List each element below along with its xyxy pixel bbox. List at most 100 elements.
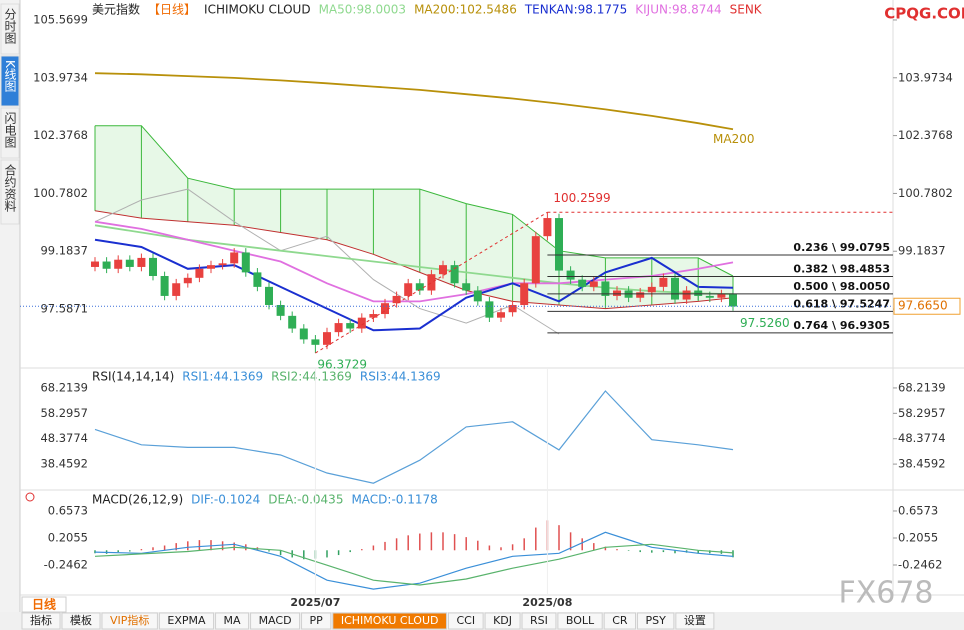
toolbar-button[interactable]	[447, 612, 484, 630]
candle-body	[149, 257, 157, 277]
y-tick-label-right: 99.1837	[898, 244, 946, 258]
sidebar-tab[interactable]	[0, 3, 20, 55]
legend-item: 【日线】	[148, 3, 196, 17]
toolbar-button-label[interactable]: RSI	[530, 614, 548, 627]
legend-item: DIF:-0.1024	[191, 493, 260, 507]
y-tick-label: 97.5871	[40, 302, 88, 316]
toolbar-button-label[interactable]: PP	[310, 614, 324, 627]
candle-body	[531, 236, 540, 284]
toolbar-button-label[interactable]: KDJ	[493, 614, 512, 627]
line-label: MA200	[713, 132, 754, 146]
candle-body	[485, 301, 494, 318]
candle-body	[392, 295, 401, 304]
toolbar-button[interactable]	[301, 612, 332, 630]
candle-body	[543, 218, 552, 237]
candle-body	[415, 283, 424, 291]
y-tick-label-right: 58.2957	[898, 406, 946, 420]
sidebar-tab[interactable]	[0, 55, 20, 107]
candle-body	[659, 277, 668, 287]
y-tick-label: 48.3774	[40, 431, 88, 445]
toolbar-button-label[interactable]: ICHIMOKU CLOUD	[341, 614, 439, 627]
candle-body	[647, 286, 656, 293]
candle-body	[137, 257, 146, 267]
candle-body	[694, 290, 703, 296]
candle-body	[404, 283, 413, 296]
period-tab[interactable]	[21, 596, 67, 613]
indicator-line	[94, 220, 734, 303]
y-tick-label: -0.2462	[44, 557, 88, 571]
toolbar-button-label[interactable]: VIP指标	[110, 613, 149, 627]
legend-item: RSI1:44.1369	[182, 370, 263, 384]
toolbar-button[interactable]	[484, 612, 521, 630]
indicator-line	[94, 72, 734, 131]
sidebar-tab-label[interactable]: 分时图	[3, 8, 17, 44]
last-price-tag	[893, 297, 961, 315]
legend-item: RSI(14,14,14)	[92, 370, 174, 384]
watermark: FX678	[838, 576, 933, 611]
toolbar-button[interactable]	[675, 612, 715, 630]
candle-body	[276, 304, 285, 316]
toolbar-button-label[interactable]: 模板	[70, 613, 92, 627]
fib-label: 0.618 \ 97.5247	[793, 297, 890, 310]
y-tick-label-right: 102.3768	[898, 128, 953, 142]
sidebar-tab-label[interactable]: 闪电图	[3, 112, 17, 148]
y-tick-label: 99.1837	[40, 244, 88, 258]
candle-body	[671, 277, 679, 300]
candle-body	[439, 265, 447, 275]
watermark: CPQG.COM	[884, 5, 964, 23]
indicator-line	[94, 224, 734, 295]
price-marker-label: 97.5260	[740, 316, 790, 330]
candle-body	[114, 259, 123, 269]
legend-item: KIJUN:98.8744	[635, 3, 721, 17]
y-tick-label: 58.2957	[40, 406, 88, 420]
y-tick-label-right: 0.6573	[898, 503, 938, 517]
toolbar-button[interactable]	[158, 612, 215, 630]
toolbar-button-label[interactable]: PSY	[646, 614, 667, 627]
y-tick-label: 0.6573	[48, 503, 88, 517]
toolbar-button[interactable]	[21, 612, 61, 630]
toolbar-button-label[interactable]: EXPMA	[167, 614, 206, 627]
candle-body	[636, 292, 645, 298]
fib-label: 0.764 \ 96.9305	[793, 319, 890, 332]
sidebar-tab-label[interactable]: 合约资料	[3, 163, 17, 212]
candle-body	[334, 323, 343, 333]
sidebar-tab-label[interactable]: K线图	[3, 60, 17, 92]
candle-body	[102, 261, 111, 269]
y-tick-label: 100.7802	[33, 186, 88, 200]
toolbar-button-label[interactable]: CCI	[456, 614, 475, 627]
ichimoku-cloud	[95, 125, 733, 309]
toolbar-button[interactable]	[61, 612, 101, 630]
toolbar-button-label[interactable]: BOLL	[566, 614, 595, 627]
toolbar-button[interactable]	[101, 612, 158, 630]
candle-body	[195, 268, 204, 278]
candle-body	[508, 304, 517, 313]
toolbar-button[interactable]	[215, 612, 250, 630]
toolbar-button[interactable]	[603, 612, 637, 630]
toolbar-button[interactable]	[250, 612, 301, 630]
legend-item: SENK	[730, 3, 763, 17]
toolbar-button[interactable]	[332, 612, 447, 630]
candle-body	[613, 290, 621, 296]
fib-label: 0.382 \ 98.4853	[793, 263, 890, 276]
toolbar-button-label[interactable]: MACD	[259, 614, 292, 627]
legend-item: RSI3:44.1369	[360, 370, 441, 384]
candle-body	[323, 332, 331, 345]
toolbar-button-label[interactable]: 指标	[30, 613, 52, 627]
period-tab-label[interactable]: 日线	[32, 597, 56, 612]
legend-item: MACD(26,12,9)	[92, 493, 183, 507]
toolbar-button-label[interactable]: CR	[612, 614, 628, 627]
candle-body	[381, 303, 389, 315]
candle-body	[183, 277, 192, 284]
toolbar-button-label[interactable]: 设置	[684, 614, 706, 627]
toolbar-button-label[interactable]: MA	[224, 614, 241, 627]
legend-item: MA50:98.0003	[319, 3, 407, 17]
last-price-label: 97.6650	[898, 299, 948, 313]
sidebar-tab[interactable]	[0, 159, 20, 225]
toolbar-button[interactable]	[521, 612, 557, 630]
y-tick-label: 105.5699	[33, 12, 88, 26]
candle-body	[497, 312, 505, 318]
sidebar-tab[interactable]	[0, 107, 20, 159]
candle-body	[427, 274, 436, 291]
toolbar-button[interactable]	[557, 612, 603, 630]
toolbar-button[interactable]	[637, 612, 675, 630]
